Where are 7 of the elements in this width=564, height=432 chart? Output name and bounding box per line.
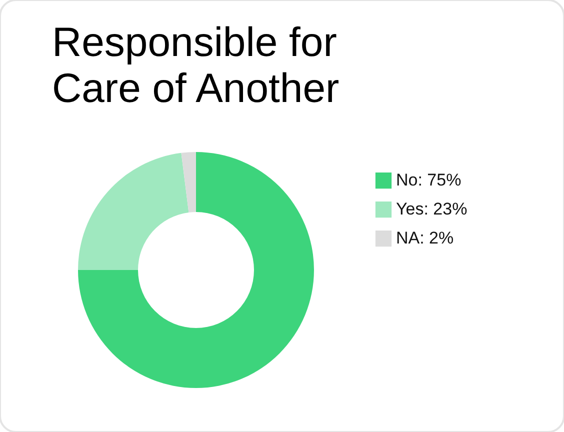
legend-label: NA: 2% bbox=[396, 228, 454, 248]
chart-title: Responsible for Care of Another bbox=[52, 19, 340, 111]
legend-label: Yes: 23% bbox=[396, 200, 468, 218]
donut-slice bbox=[78, 152, 314, 388]
donut-slice bbox=[181, 152, 196, 212]
donut-slice bbox=[78, 152, 189, 270]
legend-label: No: 75% bbox=[396, 170, 462, 190]
